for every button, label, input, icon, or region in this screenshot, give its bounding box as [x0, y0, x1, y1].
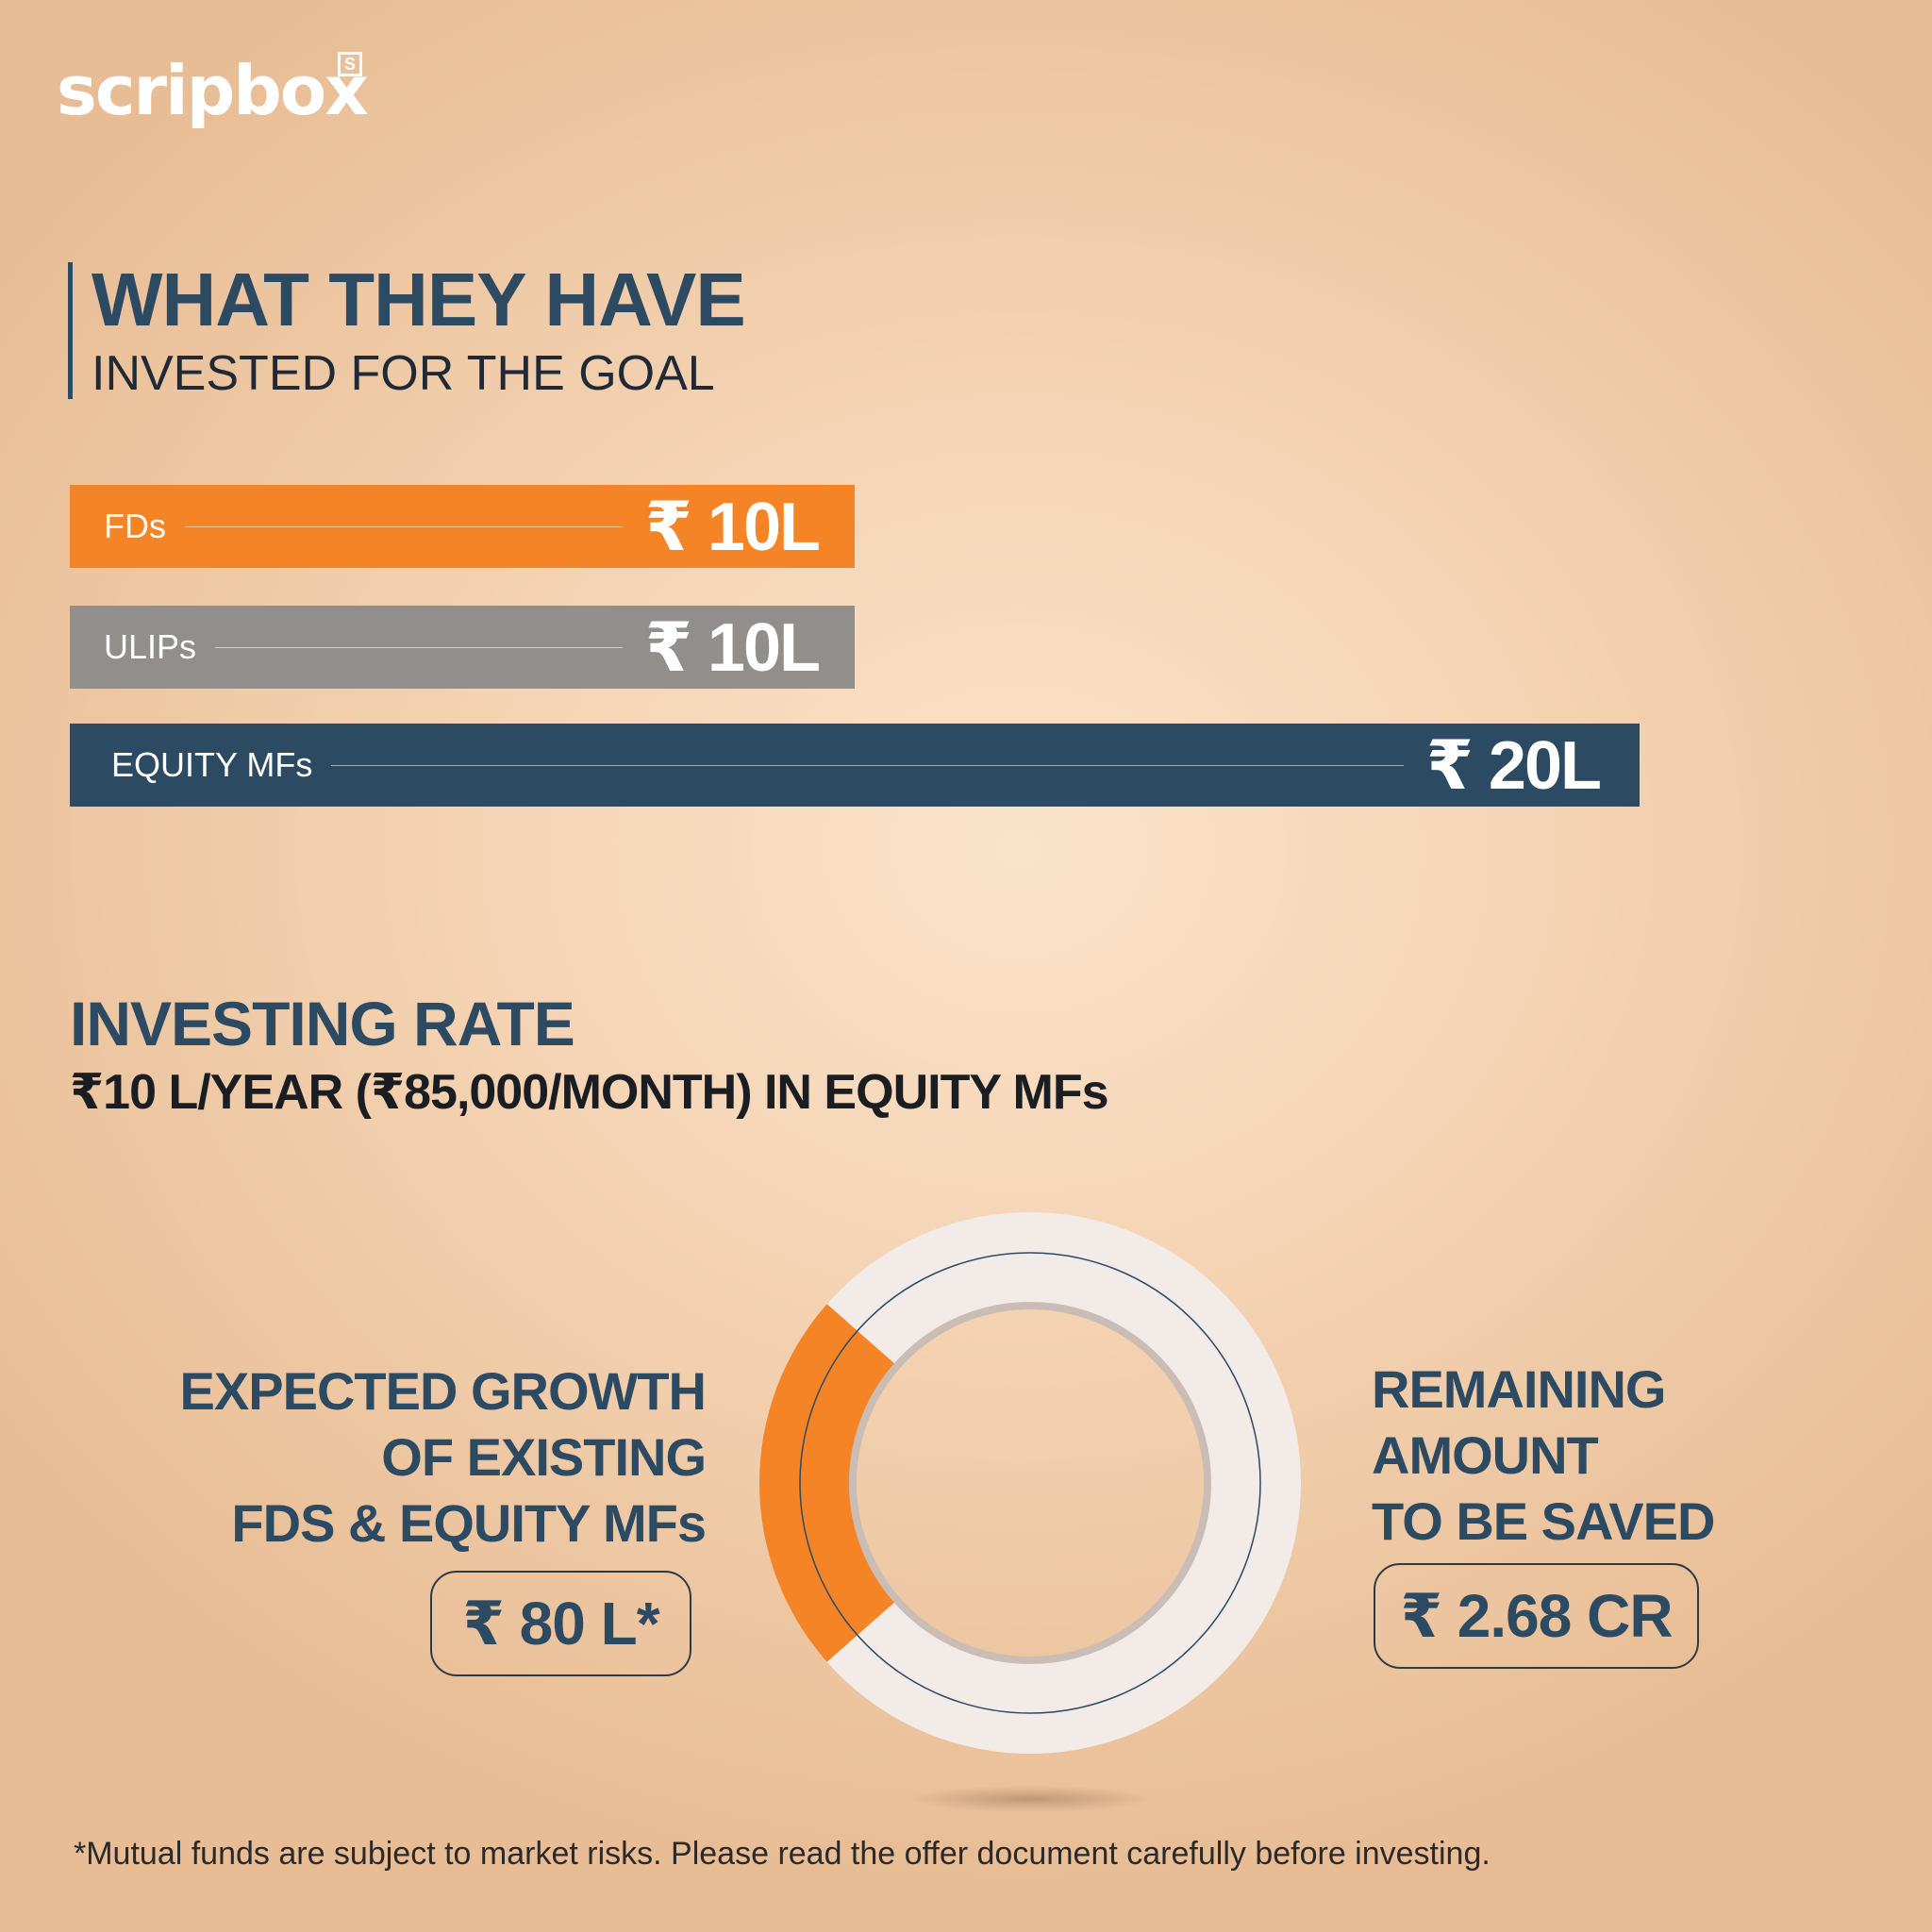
growth-amount-badge: ₹ 80 L* [430, 1571, 691, 1676]
bar-leader-line [331, 764, 1404, 766]
bar-equity-mfs: EQUITY MFs ₹ 20L [70, 724, 1640, 807]
bar-value-label: ₹ 10L [644, 490, 821, 565]
donut-segment-remaining [826, 1212, 1301, 1754]
bar-value-label: ₹ 20L [1425, 728, 1602, 804]
bar-ulips: ULIPs ₹ 10L [70, 606, 855, 689]
growth-label-line: EXPECTED GROWTH [179, 1361, 707, 1421]
growth-label-line: OF EXISTING [381, 1427, 707, 1487]
bar-label: EQUITY MFs [111, 745, 313, 784]
donut-guide-ring [799, 1252, 1261, 1714]
donut-segment-growth [759, 1304, 897, 1662]
heading-title: WHAT THEY HAVE [92, 258, 746, 341]
remaining-amount-badge: ₹ 2.68 CR [1374, 1563, 1699, 1669]
bar-leader-line [215, 646, 623, 648]
growth-label-line: FDS & EQUITY MFs [231, 1493, 707, 1553]
investing-rate-detail: ₹10 L/YEAR (₹85,000/MONTH) IN EQUITY MFs [70, 1065, 1109, 1120]
disclaimer-text: *Mutual funds are subject to market risk… [74, 1836, 1491, 1872]
remaining-label-line: AMOUNT [1372, 1425, 1599, 1485]
bar-fds: FDs ₹ 10L [70, 485, 855, 568]
donut-inner-rim [849, 1302, 1211, 1664]
bar-leader-line [185, 525, 623, 527]
logo-badge-icon: S [338, 52, 362, 76]
bar-label: ULIPs [104, 627, 197, 666]
donut-shadow [908, 1786, 1153, 1812]
goal-donut-chart [759, 1212, 1301, 1812]
donut-segments [759, 1212, 1301, 1754]
remaining-label: REMAINING AMOUNT TO BE SAVED [1372, 1357, 1715, 1555]
bar-label: FDs [104, 507, 166, 545]
logo-wordmark: scripbox [57, 51, 369, 130]
growth-label: EXPECTED GROWTH OF EXISTING FDS & EQUITY… [179, 1358, 707, 1557]
section-heading: WHAT THEY HAVE INVESTED FOR THE GOAL [68, 258, 746, 401]
bar-value-label: ₹ 10L [644, 610, 821, 686]
investing-rate-title: INVESTING RATE [70, 989, 575, 1058]
heading-subtitle: INVESTED FOR THE GOAL [92, 346, 715, 401]
remaining-label-line: REMAINING [1372, 1359, 1666, 1419]
remaining-label-line: TO BE SAVED [1372, 1491, 1715, 1551]
